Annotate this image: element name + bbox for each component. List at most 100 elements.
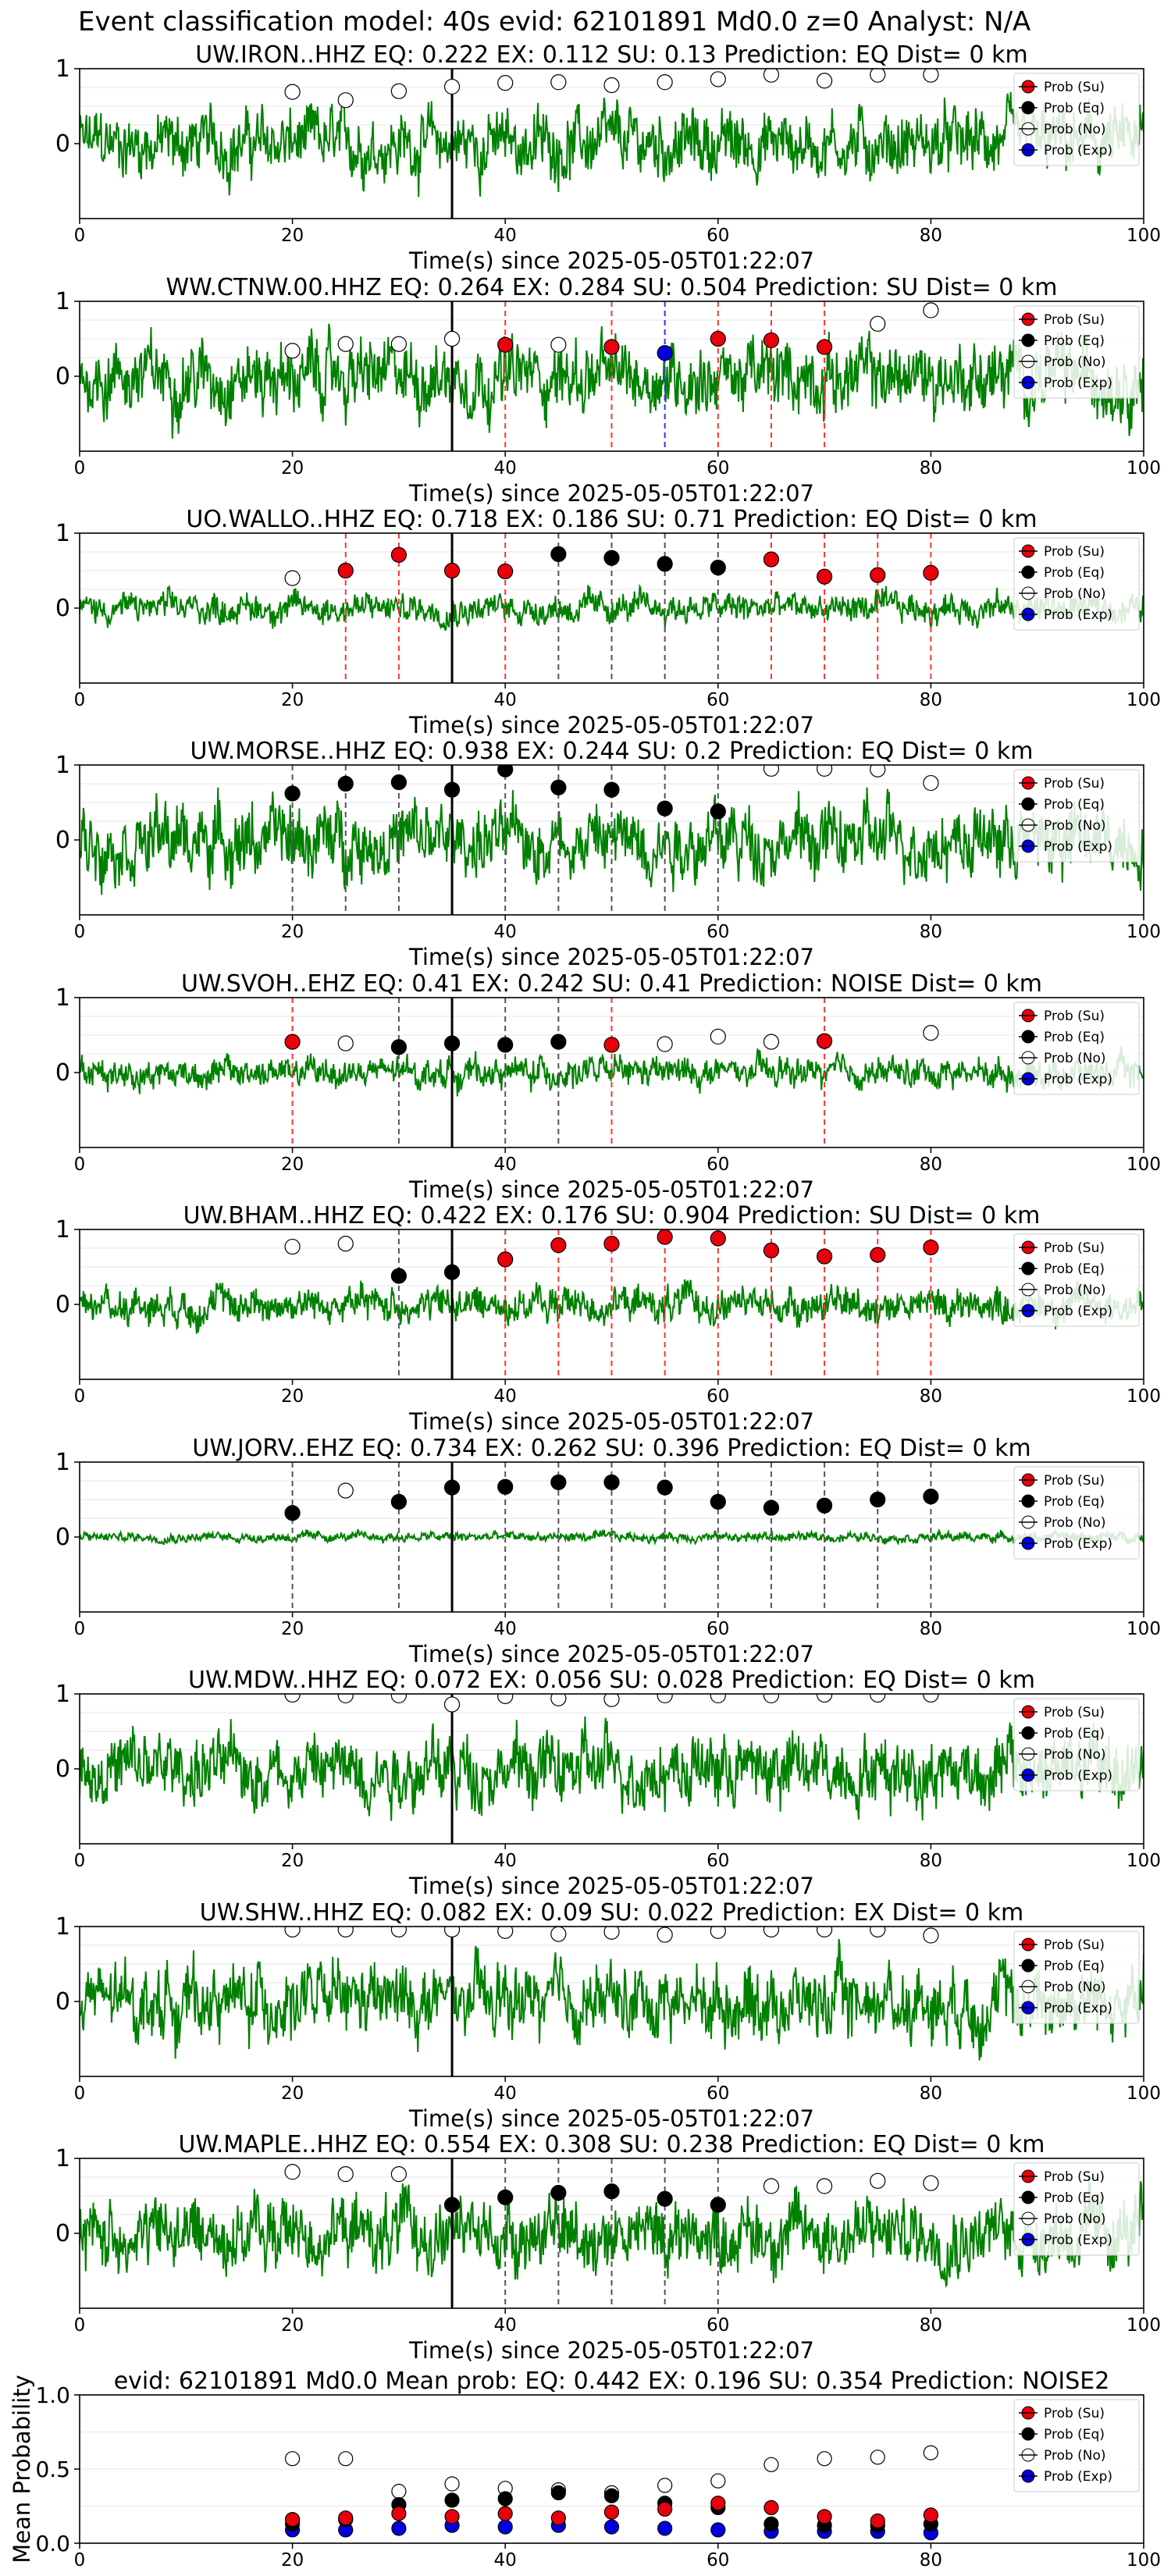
x-tick-label: 80 [920, 2315, 942, 2336]
waveform-trace [80, 2177, 1144, 2288]
prob-point-no [870, 765, 886, 777]
legend: Prob (Su) Prob (Eq) Prob (No) Prob (Exp) [1013, 769, 1140, 863]
prob-point-no [443, 1927, 461, 1937]
prob-point-no [923, 2175, 939, 2191]
x-tick-label: 0 [74, 458, 86, 479]
prob-point-no [443, 1696, 461, 1713]
legend-label-eq: Prob (Eq) [1044, 565, 1105, 581]
x-tick-label: 100 [1127, 1619, 1161, 1639]
panel-title: UW.MDW..HHZ EQ: 0.072 EX: 0.056 SU: 0.02… [188, 1667, 1035, 1694]
panel-title: UW.SHW..HHZ EQ: 0.082 EX: 0.09 SU: 0.022… [200, 1899, 1023, 1927]
prob-point-no [816, 73, 833, 89]
prob-point-no [284, 84, 301, 100]
prob-point-su [603, 2504, 620, 2520]
x-tick-label: 20 [281, 690, 304, 710]
x-tick-label: 80 [920, 1155, 942, 1175]
prob-point-no [923, 2445, 939, 2460]
prob-point-su [763, 332, 780, 349]
prob-point-eq [710, 1493, 726, 1510]
legend-label-exp: Prob (Exp) [1044, 1768, 1112, 1784]
prob-point-no [337, 336, 354, 352]
prob-point-eq [497, 2189, 514, 2206]
x-tick-label: 60 [707, 1851, 729, 1871]
prob-point-eq [443, 1264, 461, 1280]
prob-point-su [550, 1237, 567, 1254]
prob-point-eq [284, 785, 301, 802]
x-tick-label: 100 [1127, 2083, 1161, 2104]
station-panel-5: UW.BHAM..HHZ EQ: 0.422 EX: 0.176 SU: 0.9… [55, 1202, 1161, 1435]
station-panel-7: UW.MDW..HHZ EQ: 0.072 EX: 0.056 SU: 0.02… [55, 1667, 1161, 1899]
x-tick-label: 40 [494, 1386, 517, 1407]
prob-point-no [710, 1927, 726, 1939]
legend-box [1013, 1466, 1140, 1560]
prob-point-no [923, 1694, 939, 1703]
y-tick-label: 0 [55, 595, 70, 622]
x-tick-label: 80 [920, 458, 942, 479]
legend-label-exp: Prob (Exp) [1044, 1536, 1112, 1552]
prob-point-no [550, 336, 567, 353]
prob-point-no [337, 1236, 354, 1252]
prob-point-no [390, 336, 407, 352]
legend-label-eq: Prob (Eq) [1044, 797, 1105, 813]
prob-point-no [870, 315, 886, 332]
legend-box [1013, 73, 1140, 166]
prob-point-eq [390, 1039, 407, 1055]
prob-point-no [337, 1482, 354, 1499]
prob-point-eq [710, 803, 726, 820]
prob-point-no [870, 69, 886, 83]
x-tick-label: 80 [920, 922, 942, 942]
prob-point-no [390, 2166, 407, 2183]
x-tick-label: 40 [494, 1851, 517, 1871]
legend-label-no: Prob (No) [1044, 2211, 1106, 2227]
prob-point-no [337, 2166, 354, 2183]
station-panel-0: UW.IRON..HHZ EQ: 0.222 EX: 0.112 SU: 0.1… [55, 41, 1161, 274]
x-tick-label: 60 [707, 458, 729, 479]
y-tick-label: 1 [55, 752, 70, 779]
x-tick-label: 60 [707, 1155, 729, 1175]
legend-box [1013, 1002, 1140, 1095]
panel-title: UW.SVOH..EHZ EQ: 0.41 EX: 0.242 SU: 0.41… [181, 970, 1042, 998]
prob-point-no [817, 1694, 833, 1703]
panel-title: UO.WALLO..HHZ EQ: 0.718 EX: 0.186 SU: 0.… [186, 506, 1037, 533]
x-axis-label: Time(s) since 2025-05-05T01:22:07 [408, 1873, 814, 1899]
prob-point-no [710, 2473, 726, 2489]
prob-point-eq [710, 2197, 726, 2213]
x-tick-label: 0 [74, 2550, 86, 2571]
prob-point-eq [870, 1491, 886, 1508]
y-tick-label: 1 [55, 1913, 70, 1941]
prob-point-eq [657, 556, 673, 572]
y-tick-label: 0 [55, 1059, 70, 1087]
y-tick-label: 1 [55, 520, 70, 547]
prob-point-eq [550, 1034, 567, 1050]
prob-point-su [923, 1239, 939, 1256]
prob-point-su [390, 546, 407, 563]
x-tick-label: 20 [281, 922, 304, 942]
prob-point-no [550, 1694, 567, 1706]
prob-point-no [763, 69, 780, 83]
prob-point-exp [657, 345, 673, 361]
prob-point-no [550, 74, 567, 91]
prob-point-no [710, 1028, 726, 1045]
legend-label-eq: Prob (Eq) [1044, 1030, 1105, 1045]
legend-label-exp: Prob (Exp) [1044, 143, 1112, 158]
prob-point-eq [443, 781, 461, 798]
station-panel-6: UW.JORV..EHZ EQ: 0.734 EX: 0.262 SU: 0.3… [55, 1435, 1161, 1667]
legend: Prob (Su) Prob (Eq) Prob (No) Prob (Exp) [1013, 1233, 1140, 1327]
prob-point-su [710, 2496, 726, 2511]
prob-point-no [337, 1927, 354, 1937]
prob-point-eq [550, 1474, 567, 1491]
legend-label-su: Prob (Su) [1044, 544, 1105, 560]
prob-point-no [497, 1927, 514, 1939]
legend-label-eq: Prob (Eq) [1044, 1726, 1105, 1742]
prob-point-eq [497, 765, 514, 777]
x-tick-label: 80 [920, 1851, 942, 1871]
prob-point-su [763, 1242, 780, 1258]
legend-label-no: Prob (No) [1044, 1283, 1106, 1298]
prob-point-su [443, 562, 461, 579]
prob-point-exp [391, 2521, 407, 2536]
legend-label-su: Prob (Su) [1044, 1937, 1105, 1953]
x-tick-label: 60 [707, 2550, 729, 2571]
x-axis-label: Time(s) since 2025-05-05T01:22:07 [408, 1176, 814, 1203]
prob-point-no [337, 1035, 354, 1051]
